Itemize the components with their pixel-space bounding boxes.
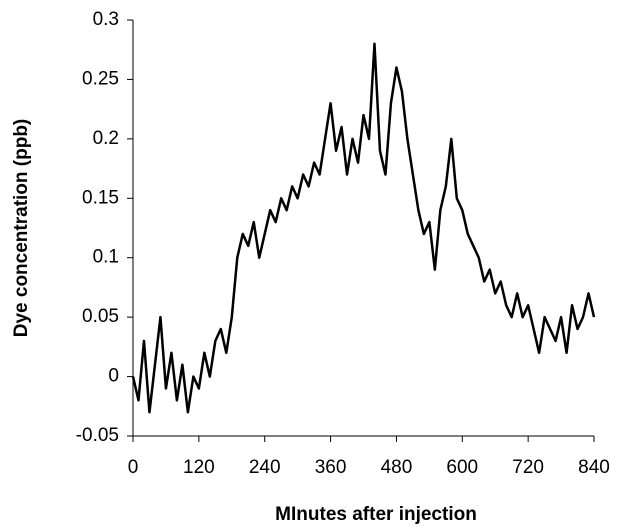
x-tick-label: 480	[381, 457, 413, 478]
data-line	[131, 42, 596, 414]
x-tick-label: 0	[128, 457, 139, 478]
y-tick-label: 0.1	[93, 247, 119, 268]
x-tick-label: 720	[512, 457, 544, 478]
y-tick-label: -0.05	[76, 425, 119, 446]
x-tick-label: 240	[249, 457, 281, 478]
y-tick-label: 0.25	[82, 68, 119, 89]
x-tick-label: 840	[578, 457, 610, 478]
y-tick-label: 0.2	[93, 128, 119, 149]
y-tick-label: 0.3	[93, 9, 119, 30]
y-tick-label: 0.15	[82, 187, 119, 208]
x-tick-label: 120	[183, 457, 215, 478]
y-axis-title: Dye concentration (ppb)	[11, 119, 32, 338]
x-tick-label: 360	[315, 457, 347, 478]
y-tick-label: 0.05	[82, 306, 119, 327]
x-axis-title: MInutes after injection	[275, 504, 477, 525]
x-tick-label: 600	[446, 457, 478, 478]
y-tick-label: 0	[108, 366, 119, 387]
